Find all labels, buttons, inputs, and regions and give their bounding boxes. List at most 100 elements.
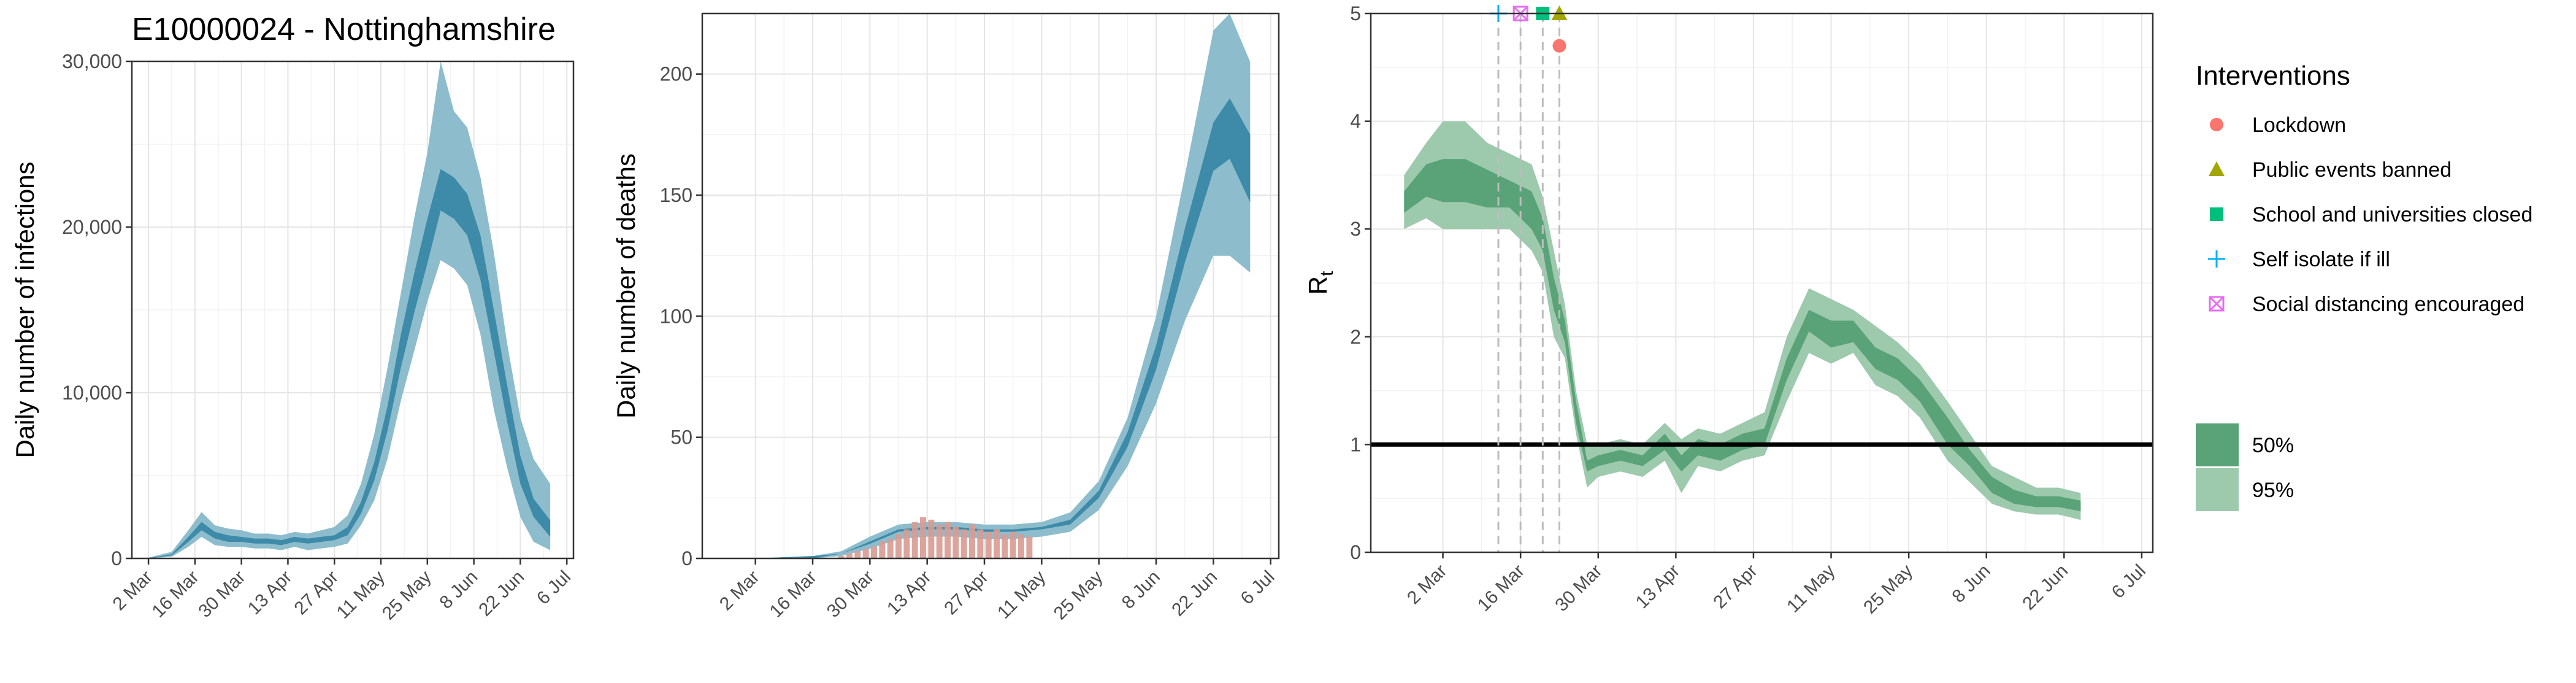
page-title: E10000024 - Nottinghamshire	[132, 12, 556, 47]
legend-title: Interventions	[2196, 61, 2350, 91]
ribbon-50	[1404, 159, 2081, 512]
deaths-panel: 2 Mar 16 Mar 30 Mar 13 Apr 27 Apr 11 May 25 Ma…	[611, 12, 1280, 624]
ribbon-50	[755, 98, 1251, 559]
legend-key-social_distancing	[2209, 296, 2225, 312]
y-tick-label: 150	[660, 184, 692, 206]
y-tick-label: 2	[1350, 326, 1361, 348]
y-tick-label: 4	[1350, 110, 1361, 133]
x-tick-label: 22 Jun	[475, 567, 528, 620]
observed-death-bar	[969, 524, 975, 558]
x-tick-label: 6 Jul	[2108, 561, 2150, 603]
x-tick-label: 2 Mar	[1403, 561, 1451, 609]
legend-label-schools: School and universities closed	[2252, 203, 2532, 226]
observed-death-bar	[928, 519, 935, 558]
ribbon-95	[755, 14, 1251, 558]
y-tick-label: 50	[670, 426, 692, 449]
legend-key-ci-50	[2196, 423, 2239, 466]
x-tick-label: 30 Mar	[823, 567, 878, 622]
y-axis-title: Daily number of infections	[10, 161, 39, 458]
x-tick-label: 25 May	[1050, 567, 1107, 624]
y-tick-label: 100	[660, 305, 692, 327]
observed-death-bar	[977, 529, 984, 558]
marker-cross-b	[2209, 296, 2225, 312]
x-tick-label: 13 Apr	[244, 567, 296, 619]
legend-label-ci-95: 95%	[2252, 479, 2294, 502]
observed-death-bar	[994, 529, 1000, 558]
y-tick-label: 0	[681, 547, 692, 569]
panel-border	[131, 60, 575, 560]
observed-death-bar	[1026, 536, 1033, 558]
legend-label-lockdown: Lockdown	[2252, 114, 2346, 137]
observed-death-bar	[838, 556, 845, 558]
y-axis-title-subscript: t	[1317, 271, 1337, 276]
intervention-marker-lockdown	[1552, 39, 1566, 53]
x-tick-label: 6 Jul	[1236, 567, 1278, 609]
observed-death-bar	[887, 539, 894, 558]
y-tick-label: 3	[1350, 218, 1361, 240]
legend-label-public_events: Public events banned	[2252, 158, 2451, 182]
observed-death-bar	[854, 551, 861, 558]
observed-death-bar	[936, 524, 943, 558]
observed-death-bar	[920, 517, 926, 558]
x-tick-label: 11 May	[994, 567, 1049, 623]
marker-circle	[2210, 118, 2223, 131]
panel-border	[701, 12, 1280, 560]
observed-death-bar	[903, 529, 910, 558]
legend-key-lockdown	[2210, 118, 2223, 131]
x-tick-label: 16 Mar	[1474, 561, 1528, 615]
x-tick-label: 22 Jun	[1168, 567, 1221, 620]
y-axis-title-base: R	[1303, 276, 1332, 295]
y-axis-title: Daily number of deaths	[611, 153, 640, 419]
legend-label-self_isolate: Self isolate if ill	[2252, 248, 2390, 271]
observed-death-bar	[895, 534, 902, 558]
x-tick-label: 30 Mar	[194, 567, 249, 622]
observed-death-bar	[1018, 534, 1024, 558]
y-tick-label: 5	[1350, 2, 1361, 25]
observed-death-bar	[879, 541, 886, 558]
marker-square	[2210, 207, 2223, 221]
observed-death-bar	[862, 549, 869, 558]
marker-square-outline	[2209, 296, 2225, 312]
observed-death-bar	[1002, 534, 1008, 558]
marker-triangle	[2209, 161, 2225, 176]
marker-circle	[1552, 39, 1566, 53]
x-tick-label: 16 Mar	[148, 567, 202, 622]
legend-label-social_distancing: Social distancing encouraged	[2252, 293, 2524, 316]
y-tick-label: 30,000	[62, 50, 122, 72]
legend-key-schools	[2210, 207, 2223, 221]
x-tick-label: 30 Mar	[1551, 561, 1606, 615]
x-tick-label: 8 Jun	[1118, 567, 1164, 613]
y-tick-label: 0	[1350, 541, 1361, 563]
y-tick-label: 20,000	[62, 216, 122, 238]
x-tick-label: 22 Jun	[2018, 561, 2072, 614]
x-tick-label: 11 May	[1783, 561, 1839, 617]
observed-death-bar	[960, 529, 967, 558]
x-tick-label: 2 Mar	[716, 567, 764, 615]
panel-border	[1370, 12, 2154, 554]
observed-death-bar	[871, 546, 877, 558]
x-tick-label: 13 Apr	[1632, 561, 1684, 613]
x-tick-label: 8 Jun	[1948, 561, 1994, 607]
observed-death-bar	[945, 522, 951, 558]
observed-death-bar	[911, 522, 918, 558]
x-tick-label: 27 Apr	[940, 567, 992, 619]
x-tick-label: 16 Mar	[766, 567, 821, 622]
y-tick-label: 10,000	[62, 382, 122, 404]
x-tick-label: 6 Jul	[533, 567, 575, 609]
y-axis-title: Rt	[1303, 271, 1337, 295]
observed-death-bar	[985, 531, 992, 558]
observed-death-bar	[846, 554, 853, 558]
legend-label-ci-50: 50%	[2252, 434, 2294, 457]
x-tick-label: 25 May	[378, 567, 435, 624]
legend-key-ci-95	[2196, 468, 2239, 511]
legend-key-public_events	[2209, 161, 2225, 176]
x-tick-label: 25 May	[1860, 561, 1917, 618]
observed-death-bar	[953, 527, 959, 558]
x-tick-label: 27 Apr	[1709, 561, 1761, 613]
observed-death-bar	[1010, 531, 1016, 558]
legend-key-self_isolate	[2208, 250, 2225, 268]
y-tick-label: 1	[1350, 433, 1361, 455]
x-tick-label: 13 Apr	[883, 567, 935, 619]
